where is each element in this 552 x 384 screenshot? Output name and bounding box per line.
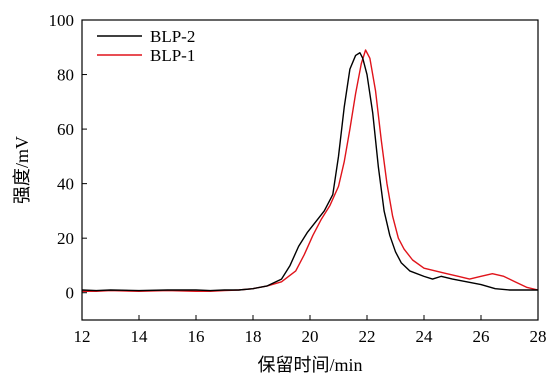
x-tick-label: 26 xyxy=(473,327,490,346)
legend-label-blp-1: BLP-1 xyxy=(150,46,195,65)
y-tick-label: 60 xyxy=(57,120,74,139)
x-tick-label: 16 xyxy=(188,327,205,346)
x-axis-title: 保留时间/min xyxy=(257,355,362,375)
y-tick-label: 100 xyxy=(49,11,75,30)
y-axis-title: 强度/mV xyxy=(12,136,32,204)
legend-label-blp-2: BLP-2 xyxy=(150,27,195,46)
y-tick-label: 0 xyxy=(66,284,75,303)
y-tick-label: 80 xyxy=(57,66,74,85)
series-line-blp-2 xyxy=(81,52,538,292)
x-tick-label: 18 xyxy=(245,327,262,346)
series-line-blp-1 xyxy=(82,49,539,293)
x-tick-label: 24 xyxy=(416,327,434,346)
x-tick-label: 14 xyxy=(131,327,149,346)
x-tick-label: 28 xyxy=(530,327,547,346)
x-tick-label: 12 xyxy=(74,327,91,346)
x-tick-label: 20 xyxy=(302,327,319,346)
plot-frame xyxy=(81,19,539,321)
x-tick-label: 22 xyxy=(359,327,376,346)
y-tick-label: 40 xyxy=(57,175,74,194)
y-tick-label: 20 xyxy=(57,229,74,248)
